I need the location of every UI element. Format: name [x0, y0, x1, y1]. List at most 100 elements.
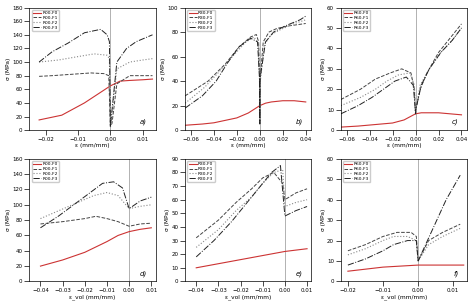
R30-F2: [243, 40, 249, 44]
R30-F1: [193, 236, 199, 240]
R30-F1: [233, 200, 239, 204]
Line: R60-F0: R60-F0: [341, 113, 462, 127]
R30-F1: [271, 171, 277, 174]
R00-F1: [115, 220, 121, 223]
R60-F1: [436, 51, 441, 54]
R60-F3: [369, 96, 375, 99]
R30-F0: [304, 247, 310, 251]
R30-F1: [222, 62, 228, 66]
R30-F0: [268, 100, 274, 104]
R30-F3: [200, 94, 205, 98]
Line: R60-F3: R60-F3: [348, 175, 460, 265]
R60-F3: [427, 67, 432, 71]
R00-F3: [100, 181, 105, 185]
R30-F1: [249, 187, 255, 191]
R60-F3: [381, 88, 386, 91]
Line: R30-F1: R30-F1: [196, 173, 307, 238]
Line: R00-F0: R00-F0: [40, 228, 151, 266]
R00-F3: [55, 215, 61, 218]
R30-F1: [205, 79, 211, 83]
R30-F2: [257, 82, 263, 85]
R30-F3: [229, 220, 235, 223]
R30-F1: [304, 187, 310, 191]
R00-F0: [104, 240, 110, 243]
Y-axis label: σ (MPa): σ (MPa): [161, 58, 166, 80]
R60-F1: [447, 36, 453, 40]
R30-F1: [248, 35, 254, 39]
R00-F3: [71, 203, 77, 207]
R30-F3: [297, 18, 303, 22]
R60-F3: [413, 239, 419, 242]
R60-F1: [363, 243, 368, 246]
R30-F1: [280, 181, 285, 185]
R00-F2: [104, 191, 110, 194]
R00-F3: [146, 34, 152, 38]
R30-F3: [258, 184, 264, 188]
Line: R60-F1: R60-F1: [348, 224, 460, 261]
R60-F2: [412, 108, 418, 112]
R60-F1: [345, 249, 351, 253]
Y-axis label: σ (MPa): σ (MPa): [6, 58, 10, 80]
R60-F0: [415, 263, 421, 267]
R60-F1: [394, 230, 400, 234]
R00-F2: [126, 207, 132, 211]
R30-F3: [257, 77, 263, 80]
R00-F1: [60, 220, 65, 223]
R60-F1: [413, 108, 419, 112]
R00-F3: [82, 31, 87, 35]
R00-F1: [104, 217, 110, 220]
R60-F2: [427, 67, 432, 71]
R30-F1: [260, 176, 265, 180]
R60-F1: [440, 230, 446, 234]
R30-F0: [200, 122, 205, 126]
R60-F3: [413, 108, 419, 112]
R30-F3: [248, 36, 254, 40]
R00-F3: [150, 33, 155, 37]
R30-F1: [256, 40, 262, 44]
R30-F1: [257, 79, 263, 83]
Line: R30-F2: R30-F2: [185, 20, 306, 124]
R00-F2: [37, 217, 43, 220]
R60-F2: [407, 71, 413, 75]
Y-axis label: σ (MPa): σ (MPa): [6, 209, 10, 231]
R00-F0: [137, 227, 143, 231]
R30-F0: [246, 111, 251, 115]
Legend: R30-F0, R30-F1, R30-F2, R30-F3: R30-F0, R30-F1, R30-F2, R30-F3: [187, 10, 215, 31]
R30-F0: [260, 254, 265, 257]
R00-F1: [88, 71, 94, 75]
R00-F1: [106, 74, 111, 77]
R60-F1: [426, 239, 431, 242]
R30-F3: [255, 40, 260, 44]
R00-F1: [126, 224, 132, 228]
R60-F1: [412, 108, 418, 112]
R00-F1: [82, 217, 88, 220]
Text: a): a): [140, 119, 147, 125]
R60-F2: [357, 96, 363, 99]
R60-F3: [459, 26, 465, 30]
R30-F2: [193, 245, 199, 249]
R30-F2: [233, 209, 239, 212]
R60-F2: [338, 104, 344, 107]
R00-F3: [49, 50, 55, 54]
R60-F1: [457, 222, 463, 226]
R30-F0: [282, 250, 288, 253]
R60-F1: [408, 230, 414, 234]
R30-F2: [260, 181, 265, 185]
R30-F2: [292, 22, 297, 25]
R60-F1: [413, 112, 419, 116]
R60-F3: [457, 173, 463, 177]
R60-F2: [384, 79, 390, 83]
R60-F2: [413, 108, 419, 112]
R60-F3: [355, 104, 361, 107]
Line: R00-F1: R00-F1: [39, 73, 153, 127]
R00-F1: [101, 72, 107, 76]
R30-F0: [222, 118, 228, 122]
R30-F2: [217, 69, 222, 73]
R30-F2: [232, 52, 237, 56]
Y-axis label: σ (MPa): σ (MPa): [320, 58, 326, 80]
R60-F2: [395, 73, 401, 77]
R00-F3: [119, 186, 125, 190]
R00-F1: [109, 121, 115, 125]
R60-F0: [367, 123, 373, 127]
R00-F1: [150, 74, 155, 77]
